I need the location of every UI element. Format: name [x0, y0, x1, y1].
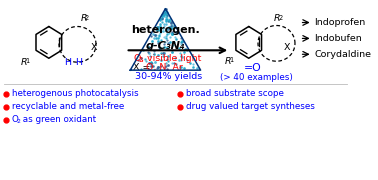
- Text: O, N, Ar: O, N, Ar: [146, 63, 183, 72]
- Text: , visible light: , visible light: [141, 54, 202, 63]
- Text: X: X: [284, 43, 290, 52]
- Text: 30-94% yields: 30-94% yields: [135, 72, 202, 81]
- Text: O: O: [12, 115, 19, 124]
- Text: R: R: [80, 14, 87, 23]
- Text: heterogenous photocatalysis: heterogenous photocatalysis: [12, 89, 138, 98]
- Text: R: R: [274, 14, 280, 23]
- Text: R: R: [21, 58, 28, 67]
- Text: 2: 2: [138, 57, 143, 63]
- Text: O: O: [133, 54, 140, 63]
- Text: g-C₃N₄: g-C₃N₄: [146, 41, 185, 51]
- Text: Indobufen: Indobufen: [314, 34, 362, 43]
- Text: Indoprofen: Indoprofen: [314, 18, 366, 27]
- Text: H: H: [75, 58, 82, 67]
- Text: X =: X =: [133, 63, 153, 72]
- Text: (> 40 examples): (> 40 examples): [220, 73, 293, 82]
- Text: 2: 2: [278, 15, 283, 21]
- Text: 2: 2: [17, 119, 21, 124]
- Text: 2: 2: [85, 15, 89, 21]
- Text: 1: 1: [229, 57, 234, 63]
- Text: 1: 1: [26, 58, 30, 64]
- Text: X: X: [90, 43, 97, 52]
- Text: recyclable and metal-free: recyclable and metal-free: [12, 102, 124, 111]
- Text: broad substrate scope: broad substrate scope: [186, 89, 284, 98]
- Text: Corydaldine: Corydaldine: [314, 50, 372, 59]
- Text: =O: =O: [243, 63, 261, 73]
- Text: as green oxidant: as green oxidant: [20, 115, 96, 124]
- Text: drug valued target syntheses: drug valued target syntheses: [186, 102, 314, 111]
- Text: R: R: [225, 57, 231, 66]
- Text: heterogen.: heterogen.: [131, 25, 200, 35]
- Text: H: H: [64, 58, 71, 67]
